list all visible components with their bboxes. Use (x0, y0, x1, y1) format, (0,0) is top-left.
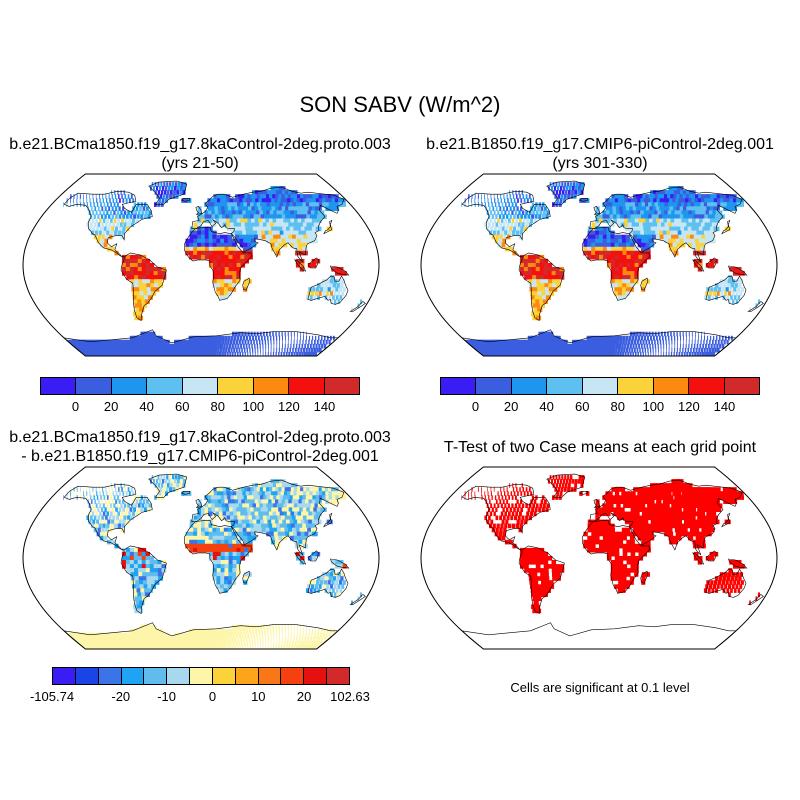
map4-cells (461, 475, 760, 614)
colorbar-panel1-box (253, 378, 290, 394)
map3-cells (63, 475, 362, 649)
colorbar-panel2-labels: 0 20 40 60 80 100 120 140 (440, 395, 760, 415)
colorbar-panel1-tick-label: 60 (174, 399, 190, 414)
map-panel4-ttest (420, 466, 778, 650)
panel3-title: b.e21.BCma1850.f19_g17.8kaControl-2deg.p… (0, 428, 400, 466)
colorbar-panel3-tick-label: 20 (296, 689, 312, 704)
map3-outline (22, 466, 380, 650)
map-panel2-case2 (420, 173, 778, 357)
colorbar-panel3-boxes (52, 667, 350, 685)
colorbar-panel2-tick-label: 100 (642, 399, 665, 414)
map2-cells (461, 182, 760, 356)
colorbar-panel1: 0 20 40 60 80 100 120 140 (40, 377, 360, 415)
colorbar-panel1-boxes (40, 377, 360, 395)
colorbar-panel1-tick-label: 0 (71, 399, 80, 414)
significance-note: Cells are significant at 0.1 level (510, 680, 690, 695)
colorbar-panel3-tick-label: 0 (208, 689, 217, 704)
colorbar-panel1-box (76, 378, 112, 394)
colorbar-panel3-box (235, 668, 259, 684)
map1-coastlines (62, 180, 366, 356)
colorbar-panel1-tick-label: 20 (103, 399, 119, 414)
panel3-title-line1: b.e21.BCma1850.f19_g17.8kaControl-2deg.p… (9, 429, 391, 446)
panel3-title-line2: - b.e21.B1850.f19_g17.CMIP6-piControl-2d… (21, 448, 379, 465)
colorbar-panel3: -105.74 -20 -10 0 10 20 102.63 (30, 667, 370, 705)
colorbar-panel1-box (182, 378, 219, 394)
colorbar-panel1-box (324, 378, 359, 394)
colorbar-panel2-box (724, 378, 759, 394)
map1-cells (63, 182, 362, 356)
colorbar-panel1-box (218, 378, 254, 394)
colorbar-panel2-box (441, 378, 477, 394)
colorbar-panel1-box (111, 378, 148, 394)
colorbar-panel3-labels: -105.74 -20 -10 0 10 20 102.63 (30, 685, 370, 705)
colorbar-panel3-tick-label: -20 (111, 689, 131, 704)
colorbar-panel3-tick-label: 102.63 (330, 689, 370, 704)
panel4-title: T-Test of two Case means at each grid po… (400, 438, 800, 457)
colorbar-panel2-tick-label: 0 (471, 399, 480, 414)
colorbar-panel3-box (144, 668, 168, 684)
map1-outline (22, 173, 380, 357)
colorbar-panel3-box (258, 668, 282, 684)
colorbar-panel2-tick-label: 120 (678, 399, 700, 414)
colorbar-panel2-box (653, 378, 690, 394)
panel2-title-line2: (yrs 301-330) (552, 155, 648, 172)
colorbar-panel3-box (304, 668, 328, 684)
colorbar-panel1-box (289, 378, 325, 394)
colorbar-panel3-box (167, 668, 191, 684)
panel2-title: b.e21.B1850.f19_g17.CMIP6-piControl-2deg… (400, 135, 800, 173)
colorbar-panel1-box (147, 378, 183, 394)
colorbar-panel2-box (511, 378, 548, 394)
colorbar-panel1-tick-label: 140 (313, 399, 336, 414)
colorbar-panel2-box (689, 378, 725, 394)
colorbar-panel2-box (582, 378, 619, 394)
colorbar-panel3-box (190, 668, 213, 684)
map3-coastlines (62, 473, 366, 649)
map-panel3-difference (22, 466, 380, 650)
colorbar-panel1-labels: 0 20 40 60 80 100 120 140 (40, 395, 360, 415)
colorbar-panel3-box (121, 668, 145, 684)
colorbar-panel3-tick-label: -10 (157, 689, 177, 704)
colorbar-panel2-box (547, 378, 583, 394)
colorbar-panel1-tick-label: 120 (278, 399, 300, 414)
colorbar-panel3-box (53, 668, 76, 684)
map2-outline (420, 173, 778, 357)
colorbar-panel2-tick-label: 40 (539, 399, 554, 414)
colorbar-panel3-box (212, 668, 236, 684)
colorbar-panel1-tick-label: 40 (139, 399, 154, 414)
colorbar-panel1-tick-label: 100 (242, 399, 265, 414)
panel1-title: b.e21.BCma1850.f19_g17.8kaControl-2deg.p… (0, 135, 400, 173)
colorbar-panel3-tick-label: 10 (251, 689, 266, 704)
map4-outline (420, 466, 778, 650)
colorbar-panel1-box (41, 378, 77, 394)
colorbar-panel2-box (476, 378, 512, 394)
map-panel1-case1 (22, 173, 380, 357)
colorbar-panel2-tick-label: 80 (610, 399, 625, 414)
colorbar-panel3-box (75, 668, 99, 684)
colorbar-panel2-tick-label: 140 (713, 399, 736, 414)
figure-title: SON SABV (W/m^2) (299, 92, 501, 117)
colorbar-panel3-box (327, 668, 349, 684)
colorbar-panel2-boxes (440, 377, 760, 395)
panel1-title-line2: (yrs 21-50) (161, 155, 239, 172)
colorbar-panel2-tick-label: 60 (574, 399, 590, 414)
colorbar-panel2-tick-label: 20 (503, 399, 519, 414)
colorbar-panel1-tick-label: 80 (210, 399, 225, 414)
colorbar-panel2-box (618, 378, 654, 394)
colorbar-panel3-box (98, 668, 122, 684)
colorbar-panel2: 0 20 40 60 80 100 120 140 (440, 377, 760, 415)
panel1-title-line1: b.e21.BCma1850.f19_g17.8kaControl-2deg.p… (9, 136, 391, 153)
colorbar-panel3-tick-label: -105.74 (29, 689, 75, 704)
panel2-title-line1: b.e21.B1850.f19_g17.CMIP6-piControl-2deg… (426, 136, 774, 153)
colorbar-panel3-box (281, 668, 305, 684)
map4-coastlines (460, 473, 764, 649)
panel4-title-line1: T-Test of two Case means at each grid po… (443, 439, 757, 456)
